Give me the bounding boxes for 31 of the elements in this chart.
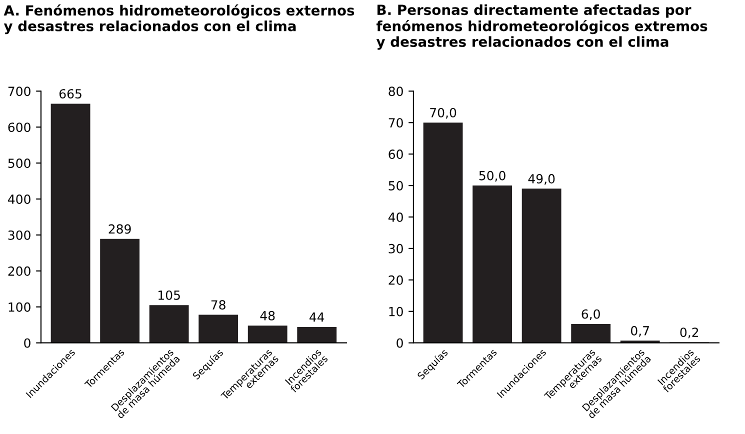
data-label: 48 [260, 310, 275, 320]
data-label: 44 [310, 312, 324, 322]
data-label: 70,0 [430, 108, 456, 119]
chart-title: B. Personas directamente afectadas por fenómenos hidrometeorológicos extremos y desastres relacionados con el clima [376, 4, 708, 50]
data-label: 50,0 [479, 170, 506, 182]
y-tick-label: 0 [396, 338, 403, 348]
y-tick-label: 500 [8, 158, 30, 168]
y-tick-label: 200 [8, 266, 30, 276]
data-label: 0,2 [680, 328, 698, 338]
data-label: 105 [158, 290, 180, 300]
y-tick-label: 700 [8, 86, 30, 96]
y-tick-label: 400 [8, 194, 30, 204]
chart-title: A. Fenómenos hidrometeorológicos externos y desastres relacionados con el clima [4, 4, 354, 34]
data-label: 665 [59, 89, 82, 99]
y-tick-label: 30 [388, 244, 403, 254]
y-tick-label: 600 [8, 122, 30, 132]
data-label: 0,7 [630, 326, 649, 337]
y-tick-label: 0 [24, 338, 30, 348]
data-label: 78 [211, 300, 226, 310]
y-tick-label: 50 [388, 181, 403, 190]
data-label: 49,0 [528, 174, 555, 185]
y-tick-label: 60 [388, 150, 403, 159]
y-tick-label: 100 [8, 302, 30, 312]
y-tick-label: 70 [388, 118, 403, 128]
y-tick-label: 80 [388, 86, 403, 96]
y-tick-label: 300 [8, 230, 30, 240]
y-tick-label: 20 [388, 275, 403, 285]
y-tick-label: 40 [388, 212, 403, 222]
y-tick-label: 10 [389, 306, 403, 316]
data-label: 6,0 [582, 309, 600, 320]
data-label: 289 [108, 224, 131, 234]
